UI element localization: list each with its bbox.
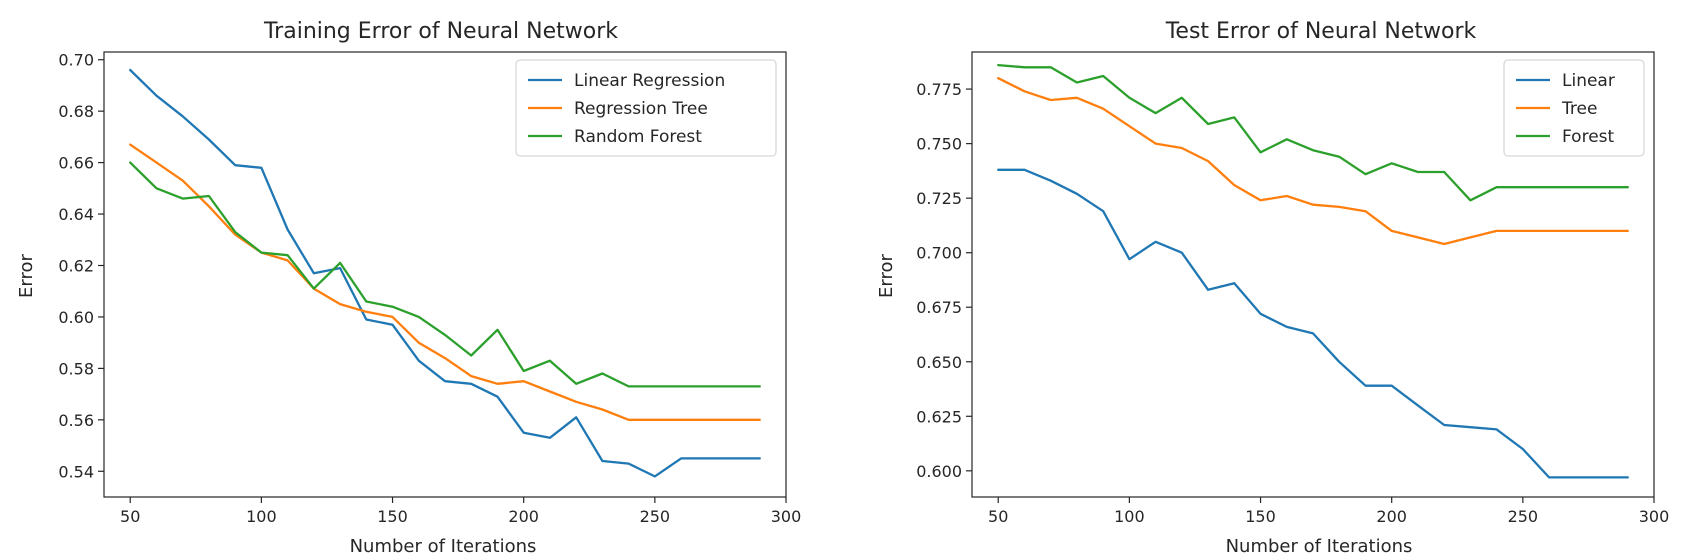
y-tick-label: 0.62 bbox=[58, 256, 94, 275]
series-line-0 bbox=[129, 68, 761, 478]
y-tick-label: 0.600 bbox=[916, 462, 962, 481]
y-tick-label: 0.625 bbox=[916, 407, 962, 426]
y-tick-label: 0.58 bbox=[58, 359, 94, 378]
y-tick-label: 0.68 bbox=[58, 102, 94, 121]
legend-label: Linear Regression bbox=[574, 71, 725, 91]
y-tick-label: 0.70 bbox=[58, 51, 94, 70]
x-axis-label: Number of Iterations bbox=[350, 536, 537, 557]
x-tick-label: 50 bbox=[988, 507, 1008, 526]
legend-label: Linear bbox=[1562, 71, 1615, 91]
x-tick-label: 50 bbox=[120, 507, 140, 526]
y-tick-label: 0.675 bbox=[916, 298, 962, 317]
legend: Linear Tree Forest bbox=[1503, 59, 1645, 157]
plot-frame bbox=[103, 51, 787, 498]
series-line-1 bbox=[129, 143, 761, 421]
series-line-1 bbox=[997, 77, 1629, 246]
y-tick-label: 0.650 bbox=[916, 353, 962, 372]
x-tick-label: 200 bbox=[508, 507, 539, 526]
x-tick-label: 300 bbox=[1639, 507, 1670, 526]
series-line-2 bbox=[997, 63, 1629, 202]
x-tick-label: 250 bbox=[1508, 507, 1539, 526]
x-tick-label: 150 bbox=[377, 507, 408, 526]
chart-title: Test Error of Neural Network bbox=[1165, 19, 1477, 44]
x-tick-label: 150 bbox=[1245, 507, 1276, 526]
x-axis-label: Number of Iterations bbox=[1226, 536, 1413, 557]
legend-box bbox=[1503, 59, 1645, 157]
legend-label: Forest bbox=[1562, 127, 1615, 147]
y-tick-label: 0.775 bbox=[916, 80, 962, 99]
plot-frame bbox=[971, 51, 1655, 498]
y-axis-label: Error bbox=[16, 253, 37, 297]
x-tick-label: 100 bbox=[246, 507, 277, 526]
legend: Linear Regression Regression Tree Random F… bbox=[515, 59, 777, 157]
y-axis-label: Error bbox=[876, 253, 897, 297]
y-tick-label: 0.56 bbox=[58, 411, 94, 430]
x-tick-label: 250 bbox=[640, 507, 671, 526]
legend-box bbox=[515, 59, 777, 157]
y-tick-label: 0.60 bbox=[58, 308, 94, 327]
legend-label: Regression Tree bbox=[574, 99, 708, 119]
series-line-0 bbox=[997, 168, 1629, 479]
y-tick-label: 0.700 bbox=[916, 244, 962, 263]
y-tick-label: 0.66 bbox=[58, 154, 94, 173]
y-tick-label: 0.750 bbox=[916, 135, 962, 154]
x-tick-label: 300 bbox=[771, 507, 802, 526]
y-tick-label: 0.64 bbox=[58, 205, 94, 224]
x-tick-label: 100 bbox=[1114, 507, 1145, 526]
y-tick-label: 0.725 bbox=[916, 189, 962, 208]
chart-title: Training Error of Neural Network bbox=[263, 19, 618, 44]
series-line-2 bbox=[129, 161, 761, 388]
y-tick-label: 0.54 bbox=[58, 462, 94, 481]
legend-label: Random Forest bbox=[574, 127, 702, 147]
legend-label: Tree bbox=[1561, 99, 1597, 119]
x-tick-label: 200 bbox=[1376, 507, 1407, 526]
